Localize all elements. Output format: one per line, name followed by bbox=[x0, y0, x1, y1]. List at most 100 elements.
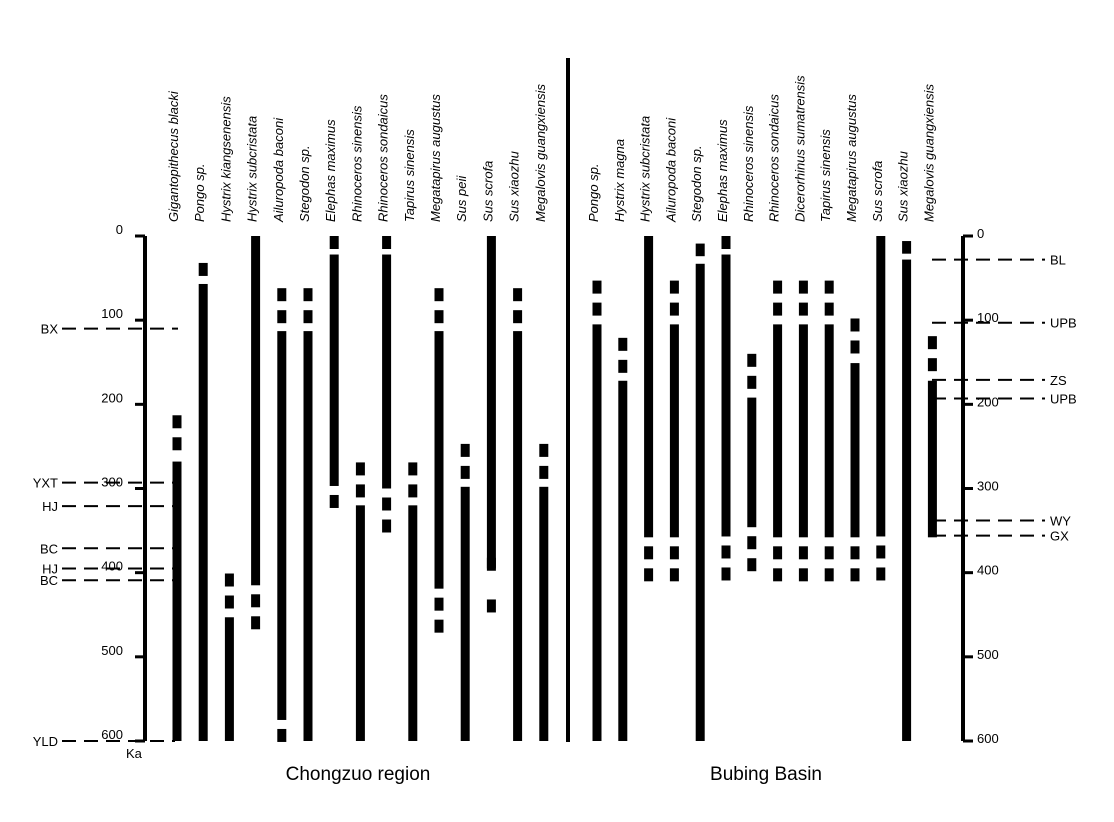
range-dash-0-8 bbox=[382, 236, 392, 249]
range-dash-1-6 bbox=[747, 353, 757, 367]
range-dash-1-8 bbox=[798, 302, 808, 316]
range-dash-0-4 bbox=[277, 310, 287, 324]
range-dash-1-4 bbox=[695, 243, 705, 257]
range-dash-1-3 bbox=[669, 302, 679, 316]
taxon-label: Megalovis guangxiensis bbox=[921, 83, 936, 222]
range-solid-1-7 bbox=[773, 324, 783, 538]
taxon-label: Hystrix kiangsenensis bbox=[218, 96, 233, 222]
taxon-label: Stegodon sp. bbox=[689, 145, 704, 222]
range-dash-0-11 bbox=[460, 465, 470, 479]
taxon-label: Rhinoceros sondaicus bbox=[376, 94, 391, 222]
range-dash-0-7 bbox=[355, 484, 365, 498]
range-solid-1-9 bbox=[824, 324, 834, 538]
range-dash-1-13 bbox=[927, 336, 937, 350]
reference-label: BC bbox=[40, 541, 58, 556]
taxon-label: Rhinoceros sinensis bbox=[349, 105, 364, 222]
y-tick-label: 100 bbox=[101, 306, 123, 321]
y-tick-label: 0 bbox=[977, 226, 984, 241]
taxon-label: Megatapirus augustus bbox=[844, 94, 859, 222]
range-dash-0-5 bbox=[303, 310, 313, 324]
range-dash-1-8 bbox=[798, 280, 808, 294]
reference-label: BL bbox=[1050, 253, 1066, 268]
range-dash-1-10 bbox=[850, 340, 860, 354]
range-solid-0-4 bbox=[277, 331, 287, 720]
range-dash-1-12 bbox=[902, 241, 912, 254]
taxon-label: Dicerorhinus sumatrensis bbox=[792, 75, 807, 222]
range-solid-1-3 bbox=[669, 324, 679, 538]
range-solid-0-6 bbox=[329, 254, 339, 486]
range-solid-0-8 bbox=[382, 254, 392, 489]
y-tick-label: 500 bbox=[977, 647, 999, 662]
range-dash-0-14 bbox=[539, 465, 549, 479]
reference-label: GX bbox=[1050, 529, 1069, 544]
range-dash-1-5 bbox=[721, 567, 731, 581]
range-solid-1-11 bbox=[876, 236, 886, 537]
range-solid-0-11 bbox=[460, 486, 470, 741]
taxon-label: Sus peii bbox=[454, 175, 469, 222]
y-tick-label: 400 bbox=[101, 559, 123, 574]
taxon-label: Megatapirus augustus bbox=[428, 94, 443, 222]
range-dash-1-5 bbox=[721, 545, 731, 559]
range-dash-1-9 bbox=[824, 546, 834, 560]
range-dash-0-11 bbox=[460, 443, 470, 457]
range-solid-1-5 bbox=[721, 254, 731, 537]
range-dash-1-9 bbox=[824, 568, 834, 582]
range-dash-1-10 bbox=[850, 318, 860, 332]
range-dash-1-10 bbox=[850, 546, 860, 560]
reference-label: ZS bbox=[1050, 373, 1067, 388]
range-dash-1-11 bbox=[876, 545, 886, 559]
taxon-label: Sus xiaozhu bbox=[896, 151, 911, 222]
range-dash-0-4 bbox=[277, 728, 287, 742]
taxon-label: Gigantopithecus blacki bbox=[166, 90, 181, 222]
y-tick-label: 100 bbox=[977, 310, 999, 325]
taxon-label: Megalovis guangxiensis bbox=[533, 83, 548, 222]
reference-label: HJ bbox=[42, 561, 58, 576]
range-solid-1-6 bbox=[747, 397, 757, 528]
range-dash-1-1 bbox=[618, 337, 628, 351]
y-tick-label: 600 bbox=[977, 731, 999, 746]
range-dash-0-10 bbox=[434, 310, 444, 324]
y-tick-label: 500 bbox=[101, 643, 123, 658]
reference-label: YXT bbox=[33, 476, 58, 491]
taxon-label: Rhinoceros sinensis bbox=[741, 105, 756, 222]
reference-label: UPB bbox=[1050, 391, 1077, 406]
reference-label: UPB bbox=[1050, 316, 1077, 331]
range-solid-0-13 bbox=[513, 331, 523, 741]
range-solid-1-2 bbox=[644, 236, 654, 538]
y-tick-label: 300 bbox=[977, 479, 999, 494]
taxon-label: Rhinoceros sondaicus bbox=[767, 94, 782, 222]
range-dash-0-3 bbox=[251, 616, 261, 630]
range-dash-1-3 bbox=[669, 568, 679, 582]
range-solid-0-12 bbox=[486, 236, 496, 569]
range-dash-1-13 bbox=[927, 358, 937, 372]
y-tick-label: 600 bbox=[101, 727, 123, 742]
reference-label: BX bbox=[41, 322, 59, 337]
range-solid-1-0 bbox=[592, 324, 602, 741]
range-solid-0-14 bbox=[539, 486, 549, 741]
taxon-label: Tapirus sinensis bbox=[402, 129, 417, 222]
y-tick-label: 0 bbox=[116, 222, 123, 237]
range-solid-1-12 bbox=[902, 259, 912, 741]
range-dash-0-0 bbox=[172, 437, 182, 451]
range-dash-0-10 bbox=[434, 288, 444, 302]
range-solid-0-2 bbox=[224, 617, 234, 741]
taxon-label: Elephas maximus bbox=[715, 119, 730, 222]
range-dash-1-0 bbox=[592, 280, 602, 294]
range-dash-0-10 bbox=[434, 619, 444, 633]
range-dash-1-6 bbox=[747, 558, 757, 572]
taxon-label: Sus scrofa bbox=[870, 161, 885, 222]
range-dash-1-0 bbox=[592, 302, 602, 316]
range-dash-1-9 bbox=[824, 280, 834, 294]
range-dash-1-7 bbox=[773, 302, 783, 316]
range-dash-0-12 bbox=[486, 599, 496, 613]
range-dash-0-13 bbox=[513, 310, 523, 324]
range-dash-0-14 bbox=[539, 443, 549, 457]
range-dash-1-6 bbox=[747, 536, 757, 550]
range-dash-0-13 bbox=[513, 288, 523, 302]
taxon-label: Sus scrofa bbox=[480, 161, 495, 222]
range-dash-0-0 bbox=[172, 415, 182, 429]
taxon-label: Ailuropoda baconi bbox=[271, 117, 286, 223]
taxon-label: Hystrix subcristata bbox=[638, 116, 653, 222]
